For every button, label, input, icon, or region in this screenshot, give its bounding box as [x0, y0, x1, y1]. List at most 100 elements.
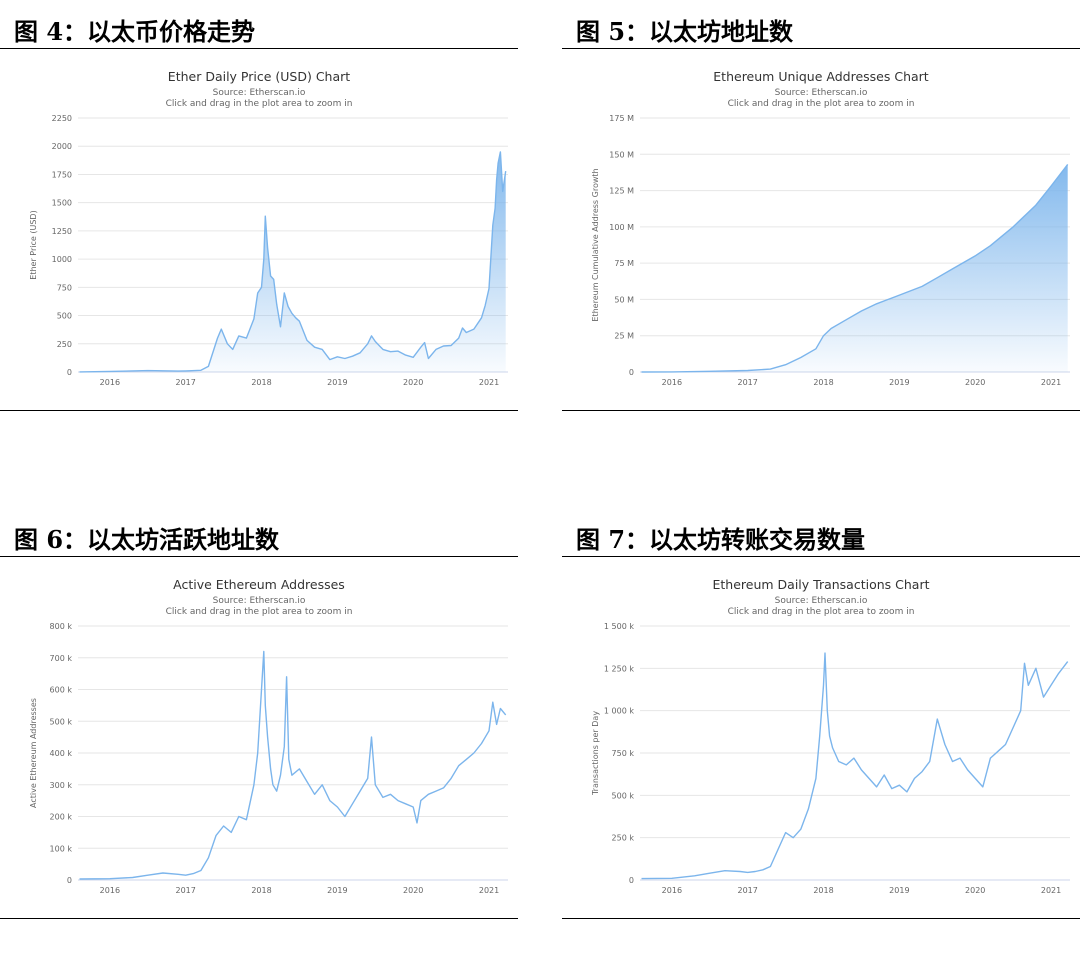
y-tick-label: 0	[67, 368, 72, 377]
y-tick-label: 600 k	[50, 686, 73, 695]
chart-zoom-hint: Click and drag in the plot area to zoom …	[728, 99, 915, 109]
y-tick-label: 500	[57, 312, 72, 321]
y-tick-label: 75 M	[614, 259, 634, 268]
y-tick-label: 750	[57, 283, 72, 292]
x-tick-label: 2020	[403, 886, 423, 895]
series-area	[641, 164, 1068, 372]
y-tick-label: 0	[629, 876, 634, 885]
y-axis-label: Ethereum Cumulative Address Growth	[591, 168, 600, 321]
x-tick-label: 2020	[965, 886, 985, 895]
y-tick-label: 500 k	[50, 717, 73, 726]
x-tick-label: 2019	[327, 886, 347, 895]
y-tick-label: 0	[67, 876, 72, 885]
y-tick-label: 1 250 k	[604, 664, 634, 673]
x-tick-label: 2021	[1041, 378, 1061, 387]
chart-title: Ethereum Daily Transactions Chart	[713, 577, 930, 592]
series-line	[641, 652, 1069, 880]
chart-zoom-hint: Click and drag in the plot area to zoom …	[728, 607, 915, 617]
figure-5-bottom-rule	[562, 410, 1080, 411]
chart-zoom-hint: Click and drag in the plot area to zoom …	[166, 607, 353, 617]
series-line	[79, 650, 507, 880]
x-tick-label: 2017	[176, 886, 196, 895]
figure-5-top-rule	[562, 48, 1080, 49]
chart-subtitle: Source: Etherscan.io	[213, 88, 306, 98]
y-tick-label: 250 k	[612, 834, 635, 843]
x-tick-label: 2019	[889, 378, 909, 387]
y-tick-label: 50 M	[614, 295, 634, 304]
y-tick-label: 1500	[52, 199, 72, 208]
x-tick-label: 2021	[1041, 886, 1061, 895]
daily-transactions-chart[interactable]: Ethereum Daily Transactions Chart Source:…	[562, 558, 1080, 918]
y-tick-label: 175 M	[609, 114, 634, 123]
y-tick-label: 1 000 k	[604, 707, 634, 716]
series-line	[641, 163, 1069, 373]
x-tick-label: 2020	[403, 378, 423, 387]
y-axis-label: Transactions per Day	[591, 711, 600, 796]
figure-5-caption: 图 5：以太坊地址数	[576, 17, 794, 46]
x-tick-label: 2016	[662, 378, 682, 387]
y-tick-label: 500 k	[612, 791, 635, 800]
y-tick-label: 800 k	[50, 622, 73, 631]
x-tick-label: 2019	[327, 378, 347, 387]
x-tick-label: 2021	[479, 378, 499, 387]
y-axis-label: Active Ethereum Addresses	[29, 698, 38, 808]
chart-subtitle: Source: Etherscan.io	[775, 596, 868, 606]
figure-7-caption: 图 7：以太坊转账交易数量	[576, 525, 866, 554]
y-tick-label: 750 k	[612, 749, 635, 758]
chart-title: Active Ethereum Addresses	[173, 577, 345, 592]
figure-4-bottom-rule	[0, 410, 518, 411]
y-tick-label: 250	[57, 340, 72, 349]
chart-subtitle: Source: Etherscan.io	[775, 88, 868, 98]
x-tick-label: 2018	[251, 886, 271, 895]
y-tick-label: 700 k	[50, 654, 73, 663]
x-tick-label: 2016	[100, 378, 120, 387]
series-area	[79, 151, 506, 372]
y-tick-label: 300 k	[50, 781, 73, 790]
x-tick-label: 2017	[738, 378, 758, 387]
active-addresses-chart[interactable]: Active Ethereum Addresses Source: Ethersc…	[0, 558, 518, 918]
y-tick-label: 2250	[52, 114, 72, 123]
y-tick-label: 125 M	[609, 187, 634, 196]
chart-title: Ether Daily Price (USD) Chart	[168, 69, 350, 84]
figure-5: 图 5：以太坊地址数 Ethereum Unique Addresses Cha…	[562, 0, 1080, 411]
figure-4: 图 4：以太币价格走势 Ether Daily Price (USD) Char…	[0, 0, 518, 411]
chart-zoom-hint: Click and drag in the plot area to zoom …	[166, 99, 353, 109]
x-tick-label: 2018	[251, 378, 271, 387]
x-tick-label: 2018	[813, 886, 833, 895]
y-tick-label: 0	[629, 368, 634, 377]
y-tick-label: 150 M	[609, 150, 634, 159]
figure-6-bottom-rule	[0, 918, 518, 919]
figure-6-caption: 图 6：以太坊活跃地址数	[14, 525, 280, 554]
y-tick-label: 1250	[52, 227, 72, 236]
figure-4-caption: 图 4：以太币价格走势	[14, 17, 256, 46]
y-axis-label: Ether Price (USD)	[29, 210, 38, 279]
y-tick-label: 1750	[52, 170, 72, 179]
x-tick-label: 2016	[662, 886, 682, 895]
y-tick-label: 1000	[52, 255, 72, 264]
figure-6: 图 6：以太坊活跃地址数 Active Ethereum Addresses So…	[0, 508, 518, 919]
y-tick-label: 100 k	[50, 844, 73, 853]
ether-price-chart[interactable]: Ether Daily Price (USD) Chart Source: Eth…	[0, 50, 518, 410]
y-tick-label: 400 k	[50, 749, 73, 758]
y-tick-label: 1 500 k	[604, 622, 634, 631]
x-tick-label: 2016	[100, 886, 120, 895]
figure-4-top-rule	[0, 48, 518, 49]
figure-6-top-rule	[0, 556, 518, 557]
x-tick-label: 2021	[479, 886, 499, 895]
y-tick-label: 2000	[52, 142, 72, 151]
unique-addresses-chart[interactable]: Ethereum Unique Addresses Chart Source: E…	[562, 50, 1080, 410]
x-tick-label: 2017	[738, 886, 758, 895]
x-tick-label: 2018	[813, 378, 833, 387]
figure-7: 图 7：以太坊转账交易数量 Ethereum Daily Transaction…	[562, 508, 1080, 919]
x-tick-label: 2017	[176, 378, 196, 387]
x-tick-label: 2019	[889, 886, 909, 895]
x-tick-label: 2020	[965, 378, 985, 387]
y-tick-label: 100 M	[609, 223, 634, 232]
series-line	[79, 151, 507, 373]
figure-7-bottom-rule	[562, 918, 1080, 919]
y-tick-label: 200 k	[50, 813, 73, 822]
chart-title: Ethereum Unique Addresses Chart	[713, 69, 929, 84]
chart-subtitle: Source: Etherscan.io	[213, 596, 306, 606]
figure-7-top-rule	[562, 556, 1080, 557]
y-tick-label: 25 M	[614, 332, 634, 341]
